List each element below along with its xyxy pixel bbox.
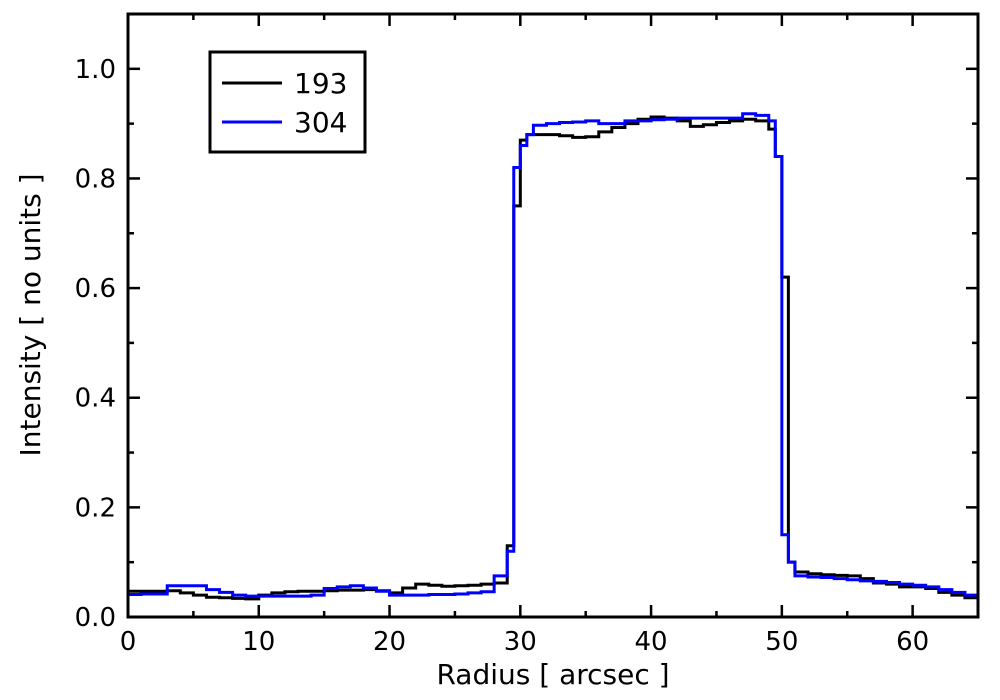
series-line-304 [128, 112, 980, 604]
x-tick-label: 50 [765, 627, 798, 657]
y-tick-label: 0.6 [75, 274, 116, 304]
plot-layer [128, 112, 980, 604]
x-tick-label: 20 [373, 627, 406, 657]
x-tick-label: 0 [120, 627, 137, 657]
x-axis-label: Radius [ arcsec ] [436, 658, 669, 691]
legend: 193 304 [208, 50, 367, 154]
axes-layer: 0 10 20 30 40 50 60 0.0 0.2 0.4 0.6 0.8 1.0 [75, 12, 980, 657]
x-tick-label: 60 [896, 627, 929, 657]
y-tick-label: 1.0 [75, 55, 116, 85]
legend-label-193: 193 [294, 67, 347, 100]
x-tick-label: 10 [242, 627, 275, 657]
plot-frame [126, 12, 980, 619]
y-axis-label: Intensity [ no units ] [14, 173, 47, 456]
y-tick-label: 0.4 [75, 384, 116, 414]
series-line-193 [128, 115, 978, 601]
x-tick-label: 40 [635, 627, 668, 657]
x-tick-label: 30 [504, 627, 537, 657]
y-tick-label: 0.2 [75, 493, 116, 523]
y-tick-label: 0.8 [75, 164, 116, 194]
y-tick-label: 0.0 [75, 603, 116, 633]
legend-box [208, 50, 367, 154]
legend-label-304: 304 [294, 106, 347, 139]
